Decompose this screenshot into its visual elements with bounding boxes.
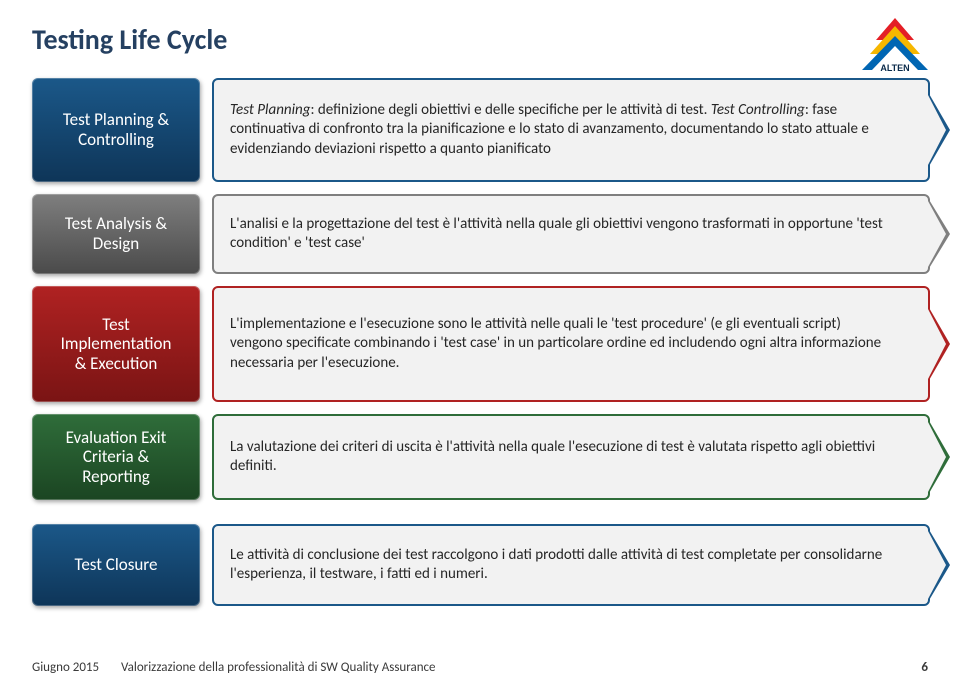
chevron-icon bbox=[928, 419, 950, 495]
footer-label: Valorizzazione della professionalità di … bbox=[121, 660, 436, 675]
phase-box-1: Test Analysis &Design bbox=[32, 194, 200, 274]
alten-logo: ALTEN bbox=[860, 18, 930, 73]
page-number: 6 bbox=[921, 660, 928, 675]
phase-row-3: Evaluation ExitCriteria &ReportingLa val… bbox=[32, 414, 930, 500]
phase-box-0: Test Planning &Controlling bbox=[32, 78, 200, 182]
phase-label: Test Analysis & bbox=[65, 214, 167, 234]
phase-label: & Execution bbox=[75, 354, 158, 374]
desc-box-2: L'implementazione e l'esecuzione sono le… bbox=[212, 286, 930, 402]
footer: Giugno 2015 Valorizzazione della profess… bbox=[32, 660, 436, 675]
chevron-icon bbox=[928, 198, 950, 270]
phase-label: Evaluation Exit bbox=[66, 428, 167, 448]
desc-wrap-3: La valutazione dei criteri di uscita è l… bbox=[212, 414, 930, 500]
phase-label: Test bbox=[102, 315, 129, 335]
phase-row-4: Test Closure Le attività di conclusione d… bbox=[32, 524, 930, 606]
phase-box-4: Test Closure bbox=[32, 524, 200, 606]
phase-row-0: Test Planning &ControllingTest Planning:… bbox=[32, 78, 930, 182]
chevron-icon bbox=[928, 306, 950, 382]
phase-label: Design bbox=[93, 234, 139, 254]
phase-box-3: Evaluation ExitCriteria &Reporting bbox=[32, 414, 200, 500]
svg-text:ALTEN: ALTEN bbox=[880, 63, 909, 73]
phase-label: Test Planning & bbox=[63, 110, 169, 130]
phase-row-1: Test Analysis &DesignL'analisi e la prog… bbox=[32, 194, 930, 274]
chevron-icon bbox=[928, 92, 950, 168]
page-title: Testing Life Cycle bbox=[32, 22, 227, 57]
desc-wrap-0: Test Planning: definizione degli obietti… bbox=[212, 78, 930, 182]
desc-wrap-4: Le attività di conclusione dei test racc… bbox=[212, 524, 930, 606]
phase-row-2: TestImplementation& ExecutionL'implement… bbox=[32, 286, 930, 402]
phase-box-2: TestImplementation& Execution bbox=[32, 286, 200, 402]
footer-date: Giugno 2015 bbox=[32, 660, 118, 675]
desc-wrap-1: L'analisi e la progettazione del test è … bbox=[212, 194, 930, 274]
desc-box-3: La valutazione dei criteri di uscita è l… bbox=[212, 414, 930, 500]
desc-box-1: L'analisi e la progettazione del test è … bbox=[212, 194, 930, 274]
chevron-icon bbox=[928, 528, 950, 602]
phase-label: Reporting bbox=[82, 467, 150, 487]
phase-label: Controlling bbox=[78, 130, 154, 150]
desc-box-4: Le attività di conclusione dei test racc… bbox=[212, 524, 930, 606]
desc-box-0: Test Planning: definizione degli obietti… bbox=[212, 78, 930, 182]
phase-label: Test Closure bbox=[75, 555, 158, 575]
phase-label: Criteria & bbox=[83, 447, 149, 467]
phase-label: Implementation bbox=[61, 334, 172, 354]
desc-wrap-2: L'implementazione e l'esecuzione sono le… bbox=[212, 286, 930, 402]
